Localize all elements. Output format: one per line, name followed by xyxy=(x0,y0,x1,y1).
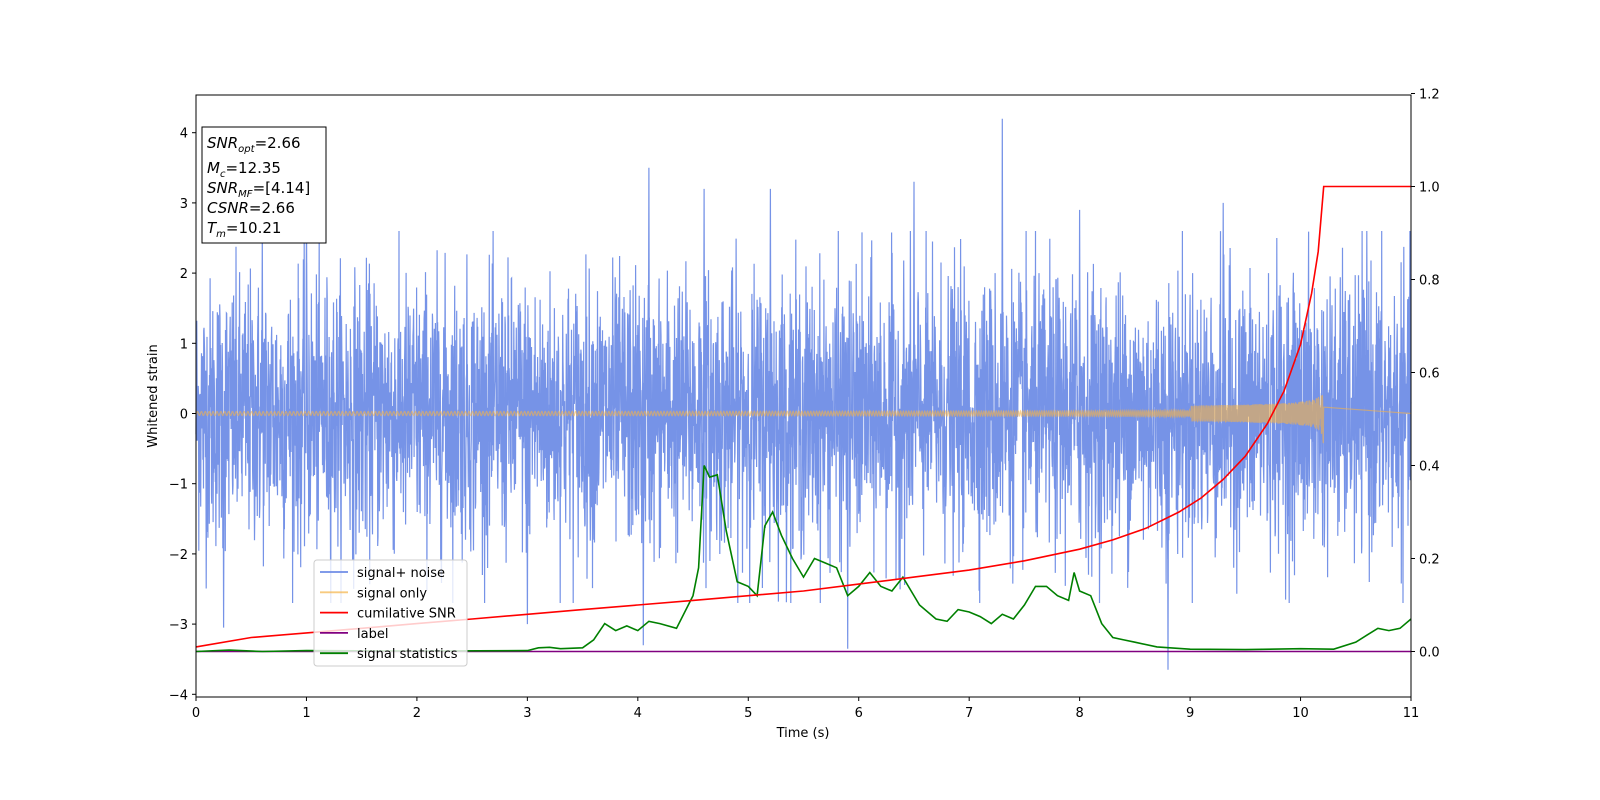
legend: signal+ noise signal only cumilative SNR la… xyxy=(313,559,468,667)
x-tick-label: 0 xyxy=(192,706,200,721)
y-left-tick-label: 1 xyxy=(180,337,188,352)
x-tick-label: 7 xyxy=(965,706,973,721)
axes-frame xyxy=(195,94,1412,698)
x-tick-label: 4 xyxy=(634,706,642,721)
legend-frame xyxy=(313,559,468,667)
info-box-line: Tm=10.21 xyxy=(207,219,281,240)
legend-label: label xyxy=(357,627,388,642)
info-box-line: CSNR=2.66 xyxy=(207,199,295,217)
y-right-tick-label: 0.2 xyxy=(1419,553,1440,568)
x-tick-label: 8 xyxy=(1075,706,1083,721)
y-left-tick-label: −1 xyxy=(169,478,188,493)
legend-label: signal only xyxy=(357,586,427,601)
y-left-tick-label: 0 xyxy=(180,408,188,423)
series-signal-only-line xyxy=(195,395,1412,444)
legend-label: cumilative SNR xyxy=(357,607,456,622)
y-axis-label: Whitened strain xyxy=(146,344,161,447)
y-left-tick-label: 3 xyxy=(180,197,188,212)
x-axis-label: Time (s) xyxy=(776,726,830,741)
info-box: SNRopt=2.66 Mc=12.35SNRMF=[4.14]CSNR=2.66… xyxy=(201,126,327,244)
x-tick-label: 5 xyxy=(744,706,752,721)
y-left-tick-label: −4 xyxy=(169,688,188,703)
x-tick-label: 2 xyxy=(413,706,421,721)
y-right-tick-label: 0.8 xyxy=(1419,274,1440,289)
legend-label: signal statistics xyxy=(357,647,458,662)
y-right-tick-label: 1.0 xyxy=(1419,181,1440,196)
info-box-line: SNRopt=2.66 xyxy=(207,134,301,155)
y-left-tick-label: 4 xyxy=(180,127,188,142)
y-right-tick-label: 0.4 xyxy=(1419,460,1440,475)
x-tick-label: 11 xyxy=(1403,706,1420,721)
y-left-tick-label: −3 xyxy=(169,618,188,633)
y-left-tick-label: 2 xyxy=(180,267,188,282)
info-box-line: Mc=12.35 xyxy=(207,159,281,180)
y-right-tick-label: 1.2 xyxy=(1419,88,1440,103)
info-box-frame xyxy=(201,126,327,244)
x-tick-label: 6 xyxy=(855,706,863,721)
x-tick-label: 3 xyxy=(523,706,531,721)
x-tick-label: 10 xyxy=(1292,706,1309,721)
legend-label: signal+ noise xyxy=(357,566,445,581)
y-right-tick-label: 0.6 xyxy=(1419,367,1440,382)
info-box-line: SNRMF=[4.14] xyxy=(207,179,310,200)
x-tick-label: 1 xyxy=(302,706,310,721)
x-tick-label: 9 xyxy=(1186,706,1194,721)
y-right-tick-label: 0.0 xyxy=(1419,646,1440,661)
axis-ticks: 0 1 2 3 4 5 6 7 8 9 10 1143210−1−2−3−41.21.00.80.60… xyxy=(169,88,1440,722)
series-signal-statistics-line xyxy=(195,465,1412,653)
y-left-tick-label: −2 xyxy=(169,548,188,563)
